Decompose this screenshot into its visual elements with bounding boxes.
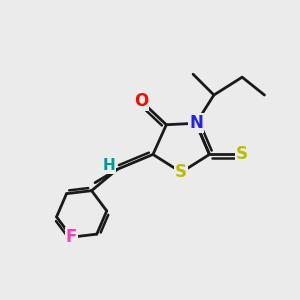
Text: H: H — [103, 158, 116, 173]
Text: F: F — [66, 228, 77, 246]
Text: O: O — [134, 92, 148, 110]
Text: S: S — [236, 146, 248, 164]
Text: S: S — [175, 163, 187, 181]
Text: N: N — [189, 114, 203, 132]
